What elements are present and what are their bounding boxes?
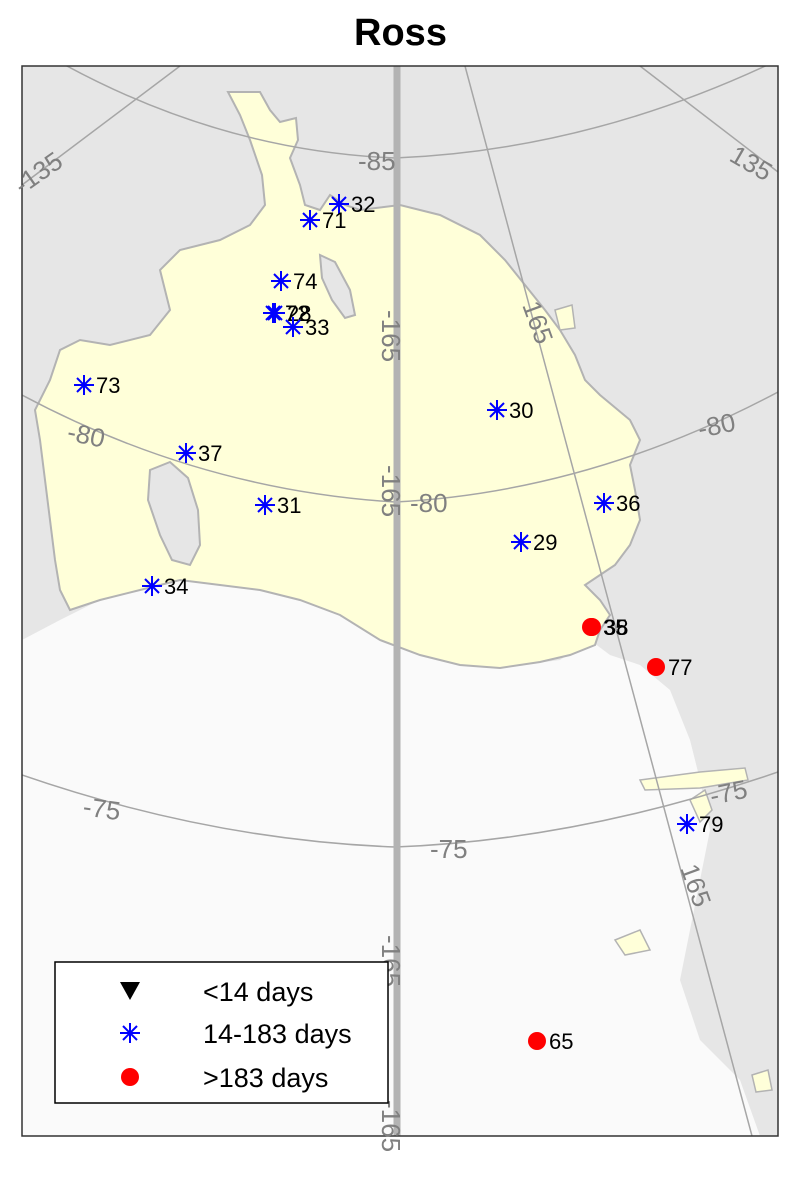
station-label: 77	[668, 655, 692, 680]
station-dot-icon	[647, 658, 665, 676]
map-frame	[21, 65, 779, 1137]
station-label: 65	[549, 1029, 573, 1054]
station-label: 33	[305, 315, 329, 340]
station-star-icon	[176, 443, 196, 463]
station-label: 30	[509, 398, 533, 423]
legend-box	[54, 961, 389, 1104]
grid-label-lat-75-left: -75	[81, 791, 122, 826]
station-label: 38	[604, 615, 628, 640]
roosevelt-island	[146, 460, 202, 567]
station-star-icon	[74, 375, 94, 395]
ice-fragment	[638, 767, 749, 791]
ice-inlet	[318, 253, 357, 320]
station-star-icon	[329, 194, 349, 214]
ice-fragment	[613, 929, 652, 956]
station-star-icon	[142, 576, 162, 596]
grid-label-lat-85: -85	[358, 146, 396, 176]
station-dot-icon	[528, 1032, 546, 1050]
station-label: 71	[322, 208, 346, 233]
station-star-icon	[487, 400, 507, 420]
legend-star-icon	[120, 1023, 140, 1043]
grid-label-center-overlap: -165	[376, 465, 406, 517]
legend-dot-icon	[121, 1068, 139, 1086]
station-star-icon	[300, 210, 320, 230]
station-label: 29	[533, 530, 557, 555]
station-star-icon	[271, 271, 291, 291]
grid-label-lat-75-center: -75	[430, 834, 468, 864]
station-star-icon	[511, 532, 531, 552]
station-label: 79	[699, 812, 723, 837]
longitude-line-135-left	[22, 66, 181, 186]
legend-label-triangle: <14 days	[203, 977, 313, 1007]
station-dot-icon	[583, 618, 601, 636]
longitude-line-135-right	[639, 66, 778, 173]
station-label: 37	[198, 441, 222, 466]
legend-label-dot: >183 days	[203, 1063, 328, 1093]
legend-label-star: 14-183 days	[203, 1019, 352, 1049]
station-star-icon	[594, 493, 614, 513]
station-label: 34	[164, 574, 188, 599]
station-star-icon	[283, 317, 303, 337]
station-star-icon	[677, 814, 697, 834]
station-label: 73	[96, 373, 120, 398]
station-label: 31	[277, 493, 301, 518]
grid-label-center-overlap: -165	[376, 1100, 406, 1152]
longitude-line-165	[464, 66, 753, 1136]
legend-triangle-icon	[120, 982, 140, 1000]
station-label: 32	[351, 192, 375, 217]
station-star-icon	[255, 495, 275, 515]
grid-label-center-overlap: -165	[376, 310, 406, 362]
grid-label-lat-80-center: -80	[410, 488, 448, 518]
station-label: 36	[616, 491, 640, 516]
legend: <14 days 14-183 days >183 days	[54, 961, 389, 1104]
station-label: 35	[603, 615, 627, 640]
map-title: Ross	[354, 12, 447, 54]
ice-fragment	[751, 1069, 773, 1093]
station-label: 74	[293, 269, 317, 294]
ice-fragment	[554, 304, 576, 331]
station-star-icon	[265, 303, 285, 323]
